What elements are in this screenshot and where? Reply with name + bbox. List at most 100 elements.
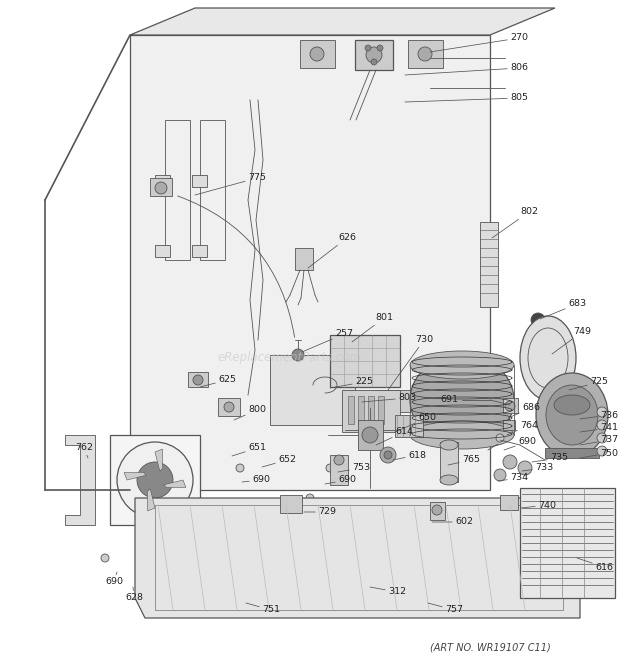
- Text: 270: 270: [430, 34, 528, 52]
- Text: 775: 775: [195, 173, 266, 195]
- Bar: [358, 396, 364, 424]
- Bar: [342, 390, 400, 432]
- Bar: [480, 222, 498, 307]
- Polygon shape: [148, 488, 155, 511]
- Circle shape: [496, 434, 504, 442]
- Text: 800: 800: [234, 405, 266, 420]
- Text: 616: 616: [577, 558, 613, 572]
- Bar: [430, 502, 445, 520]
- Text: 757: 757: [428, 603, 463, 615]
- Text: 801: 801: [352, 313, 393, 342]
- Text: 805: 805: [405, 93, 528, 102]
- Bar: [358, 420, 383, 450]
- Circle shape: [377, 45, 383, 51]
- Circle shape: [101, 554, 109, 562]
- Circle shape: [418, 47, 432, 61]
- Text: 762: 762: [75, 444, 93, 458]
- Ellipse shape: [410, 421, 514, 449]
- Text: 729: 729: [304, 508, 336, 516]
- Text: 225: 225: [330, 377, 373, 388]
- Bar: [295, 248, 313, 270]
- Polygon shape: [520, 488, 615, 598]
- Polygon shape: [130, 35, 490, 490]
- Text: 730: 730: [388, 336, 433, 390]
- Bar: [155, 505, 563, 610]
- Text: 690: 690: [105, 572, 123, 586]
- Text: 736: 736: [580, 410, 618, 420]
- Text: 257: 257: [302, 329, 353, 352]
- Text: 803: 803: [362, 393, 416, 403]
- Circle shape: [236, 464, 244, 472]
- Bar: [218, 398, 240, 416]
- Circle shape: [432, 505, 442, 515]
- Bar: [200, 120, 225, 260]
- Text: 764: 764: [507, 420, 538, 435]
- Circle shape: [362, 427, 378, 443]
- Ellipse shape: [536, 373, 608, 457]
- Circle shape: [494, 469, 506, 481]
- Polygon shape: [164, 480, 186, 488]
- Text: 691: 691: [430, 395, 458, 405]
- Text: 625: 625: [200, 375, 236, 387]
- Bar: [408, 40, 443, 68]
- Circle shape: [224, 402, 234, 412]
- Bar: [503, 420, 515, 430]
- Circle shape: [380, 447, 396, 463]
- Circle shape: [597, 433, 607, 443]
- Ellipse shape: [410, 351, 514, 379]
- Bar: [300, 40, 335, 68]
- Circle shape: [531, 313, 545, 327]
- Text: 628: 628: [125, 587, 143, 602]
- Bar: [110, 435, 200, 525]
- Text: 725: 725: [569, 377, 608, 390]
- Circle shape: [155, 182, 167, 194]
- Circle shape: [193, 375, 203, 385]
- Bar: [368, 396, 374, 424]
- Bar: [280, 495, 302, 513]
- Text: 312: 312: [370, 587, 406, 596]
- Text: 614: 614: [376, 428, 413, 445]
- Bar: [155, 175, 170, 187]
- Bar: [395, 415, 423, 437]
- Circle shape: [292, 349, 304, 361]
- Ellipse shape: [546, 385, 598, 445]
- Ellipse shape: [440, 475, 458, 485]
- Text: 686: 686: [508, 403, 540, 418]
- Bar: [378, 396, 384, 424]
- Polygon shape: [124, 473, 146, 480]
- Text: 690: 690: [242, 475, 270, 485]
- Text: 652: 652: [262, 455, 296, 467]
- Bar: [503, 398, 518, 413]
- Bar: [150, 178, 172, 196]
- Bar: [270, 355, 355, 425]
- Bar: [440, 442, 458, 482]
- Ellipse shape: [520, 316, 576, 400]
- Bar: [545, 448, 599, 458]
- Bar: [355, 40, 393, 70]
- Ellipse shape: [410, 355, 514, 445]
- Text: 750: 750: [580, 449, 618, 458]
- Circle shape: [306, 494, 314, 502]
- Text: 735: 735: [532, 453, 568, 463]
- Circle shape: [518, 461, 532, 475]
- Circle shape: [366, 47, 382, 63]
- Text: 802: 802: [492, 208, 538, 238]
- Polygon shape: [135, 498, 580, 618]
- Text: 618: 618: [393, 451, 426, 460]
- Bar: [192, 245, 207, 257]
- Circle shape: [145, 470, 165, 490]
- Bar: [330, 455, 348, 485]
- Circle shape: [117, 442, 193, 518]
- Text: 690: 690: [325, 475, 356, 485]
- Text: 734: 734: [498, 473, 528, 483]
- Circle shape: [365, 45, 371, 51]
- Text: 749: 749: [552, 327, 591, 354]
- Circle shape: [505, 401, 515, 411]
- Text: 765: 765: [448, 455, 480, 465]
- Bar: [500, 495, 518, 510]
- Circle shape: [137, 462, 173, 498]
- Text: 733: 733: [522, 463, 553, 473]
- Circle shape: [310, 47, 324, 61]
- Text: 806: 806: [405, 63, 528, 75]
- Text: 740: 740: [521, 500, 556, 510]
